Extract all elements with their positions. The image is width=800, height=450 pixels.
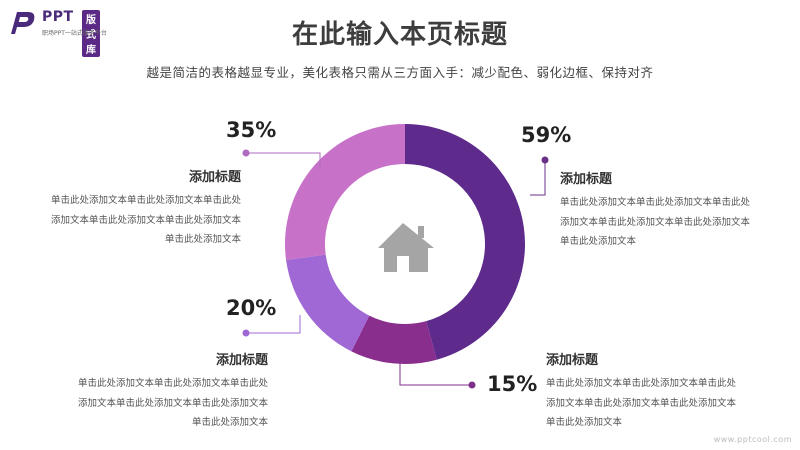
block-body: 单击此处添加文本单击此处添加文本单击此处 添加文本单击此处添加文本单击此处添加文…: [560, 193, 795, 252]
connector-dot-bottom-right: [468, 381, 476, 389]
block-line: 单击此处添加文本单击此处添加文本单击此处: [50, 195, 241, 206]
percent-label-20: 20%: [226, 296, 277, 320]
connector-dot-bottom-left: [242, 329, 250, 337]
connector-dot-top-right: [541, 156, 549, 164]
block-line: 单击此处添加文本单击此处添加文本单击此处: [560, 197, 751, 208]
logo-brand-text: PPT: [42, 9, 74, 25]
block-body: 单击此处添加文本单击此处添加文本单击此处 添加文本单击此处添加文本单击此处添加文…: [33, 374, 268, 433]
block-line: 单击此处添加文本: [546, 417, 623, 428]
connector-top-left: [246, 152, 321, 170]
donut-slice-15: [351, 315, 437, 365]
block-title: 添加标题: [560, 172, 613, 187]
connector-bottom-left: [246, 315, 301, 334]
logo-p-icon: [11, 12, 35, 34]
home-icon: [378, 223, 434, 272]
connector-dot-top-left: [242, 149, 250, 157]
text-block-bottom-left: 添加标题 单击此处添加文本单击此处添加文本单击此处 添加文本单击此处添加文本单击…: [33, 349, 268, 433]
block-line: 单击此处添加文本单击此处添加文本单击此处: [546, 378, 737, 389]
block-line: 添加文本单击此处添加文本单击此处添加文本: [50, 214, 241, 226]
block-title: 添加标题: [188, 170, 241, 185]
page-title: 在此输入本页标题: [291, 20, 508, 50]
text-block-bottom-right: 添加标题 单击此处添加文本单击此处添加文本单击此处 添加文本单击此处添加文本单击…: [546, 349, 781, 433]
percent-label-35: 35%: [226, 118, 277, 142]
page-subtitle: 越是简洁的表格越显专业，美化表格只需从三方面入手：减少配色、弱化边框、保持对齐: [146, 65, 654, 80]
donut-slice-35: [285, 124, 405, 261]
donut-slices: [285, 124, 526, 365]
block-line: 单击此处添加文本单击此处添加文本单击此处: [77, 378, 268, 389]
connector-bottom-right: [399, 358, 472, 386]
block-line: 添加文本单击此处添加文本单击此处添加文本: [546, 397, 737, 409]
block-title: 添加标题: [546, 353, 599, 368]
percent-label-59: 59%: [521, 123, 572, 147]
block-body: 单击此处添加文本单击此处添加文本单击此处 添加文本单击此处添加文本单击此处添加文…: [546, 374, 781, 433]
logo-tagline: 职场PPT一站式服务平台: [42, 30, 107, 37]
percent-label-15: 15%: [487, 372, 538, 396]
block-title: 添加标题: [215, 353, 268, 368]
connector-top-right: [530, 160, 546, 196]
text-block-top-right: 添加标题 单击此处添加文本单击此处添加文本单击此处 添加文本单击此处添加文本单击…: [560, 168, 795, 252]
watermark: www.pptcool.com: [713, 435, 792, 444]
block-line: 添加文本单击此处添加文本单击此处添加文本: [560, 216, 751, 228]
block-line: 单击此处添加文本: [164, 234, 241, 245]
block-line: 单击此处添加文本: [560, 236, 637, 247]
block-line: 添加文本单击此处添加文本单击此处添加文本: [77, 397, 268, 409]
block-body: 单击此处添加文本单击此处添加文本单击此处 添加文本单击此处添加文本单击此处添加文…: [6, 191, 241, 250]
block-line: 单击此处添加文本: [191, 417, 268, 428]
text-block-top-left: 添加标题 单击此处添加文本单击此处添加文本单击此处 添加文本单击此处添加文本单击…: [6, 166, 241, 250]
logo-badge: 版式库: [82, 10, 100, 57]
donut-slice-59: [405, 124, 526, 360]
donut-slice-20: [286, 254, 370, 352]
